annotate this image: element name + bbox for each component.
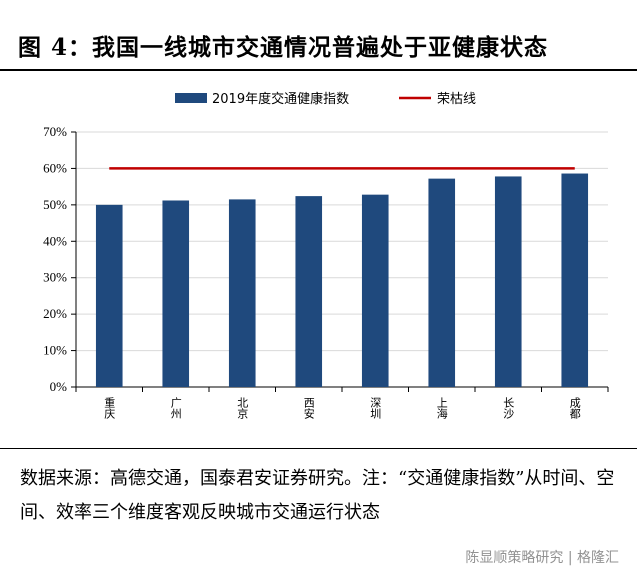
bar [494,176,522,387]
bar [428,178,456,387]
bar [95,204,123,387]
bar [162,200,190,387]
y-tick-label: 0% [50,379,68,394]
source-divider [0,448,637,449]
legend-label-index: 2019年度交通健康指数 [212,91,349,107]
y-tick-label: 60% [43,160,67,175]
x-tick-label: 北京 [236,397,249,420]
y-tick-label: 50% [43,197,67,212]
x-tick-label: 广州 [169,397,182,419]
watermark: 陈显顺策略研究 | 格隆汇 [465,550,619,566]
y-tick-label: 70% [43,124,67,139]
y-tick-label: 30% [43,270,67,285]
title-divider [0,69,637,71]
chart-legend: 2019年度交通健康指数 荣枯线 [175,91,476,107]
legend-swatch-index [175,93,207,103]
x-tick-label: 西安 [302,397,315,420]
legend-label-threshold: 荣枯线 [437,92,476,107]
y-tick-label: 40% [43,233,67,248]
figure-title: 图 4：我国一线城市交通情况普遍处于亚健康状态 [18,34,549,61]
y-tick-label: 20% [43,306,67,321]
bar [295,196,323,387]
plot-area: 0% 10% 20% 30% 40% 50% 60% 70% 重庆 广州 北京 西安 深圳 上海 长沙 成都 [43,124,609,420]
y-tick-label: 10% [43,343,67,358]
bar [361,194,389,387]
bar [228,199,256,387]
x-tick-label: 长沙 [502,397,515,419]
x-tick-label: 深圳 [369,397,382,419]
x-tick-label: 成都 [568,397,581,419]
bar-chart: 2019年度交通健康指数 荣枯线 0% 10% 20% 30% 40% 50% 60% 70%… [43,91,609,420]
bar [561,173,589,387]
source-note: 数据来源：高德交通，国泰君安证券研究。注：“交通健康指数”从时间、空间、效率三个… [20,468,615,523]
x-tick-label: 上海 [435,397,448,420]
x-tick-label: 重庆 [103,396,116,420]
